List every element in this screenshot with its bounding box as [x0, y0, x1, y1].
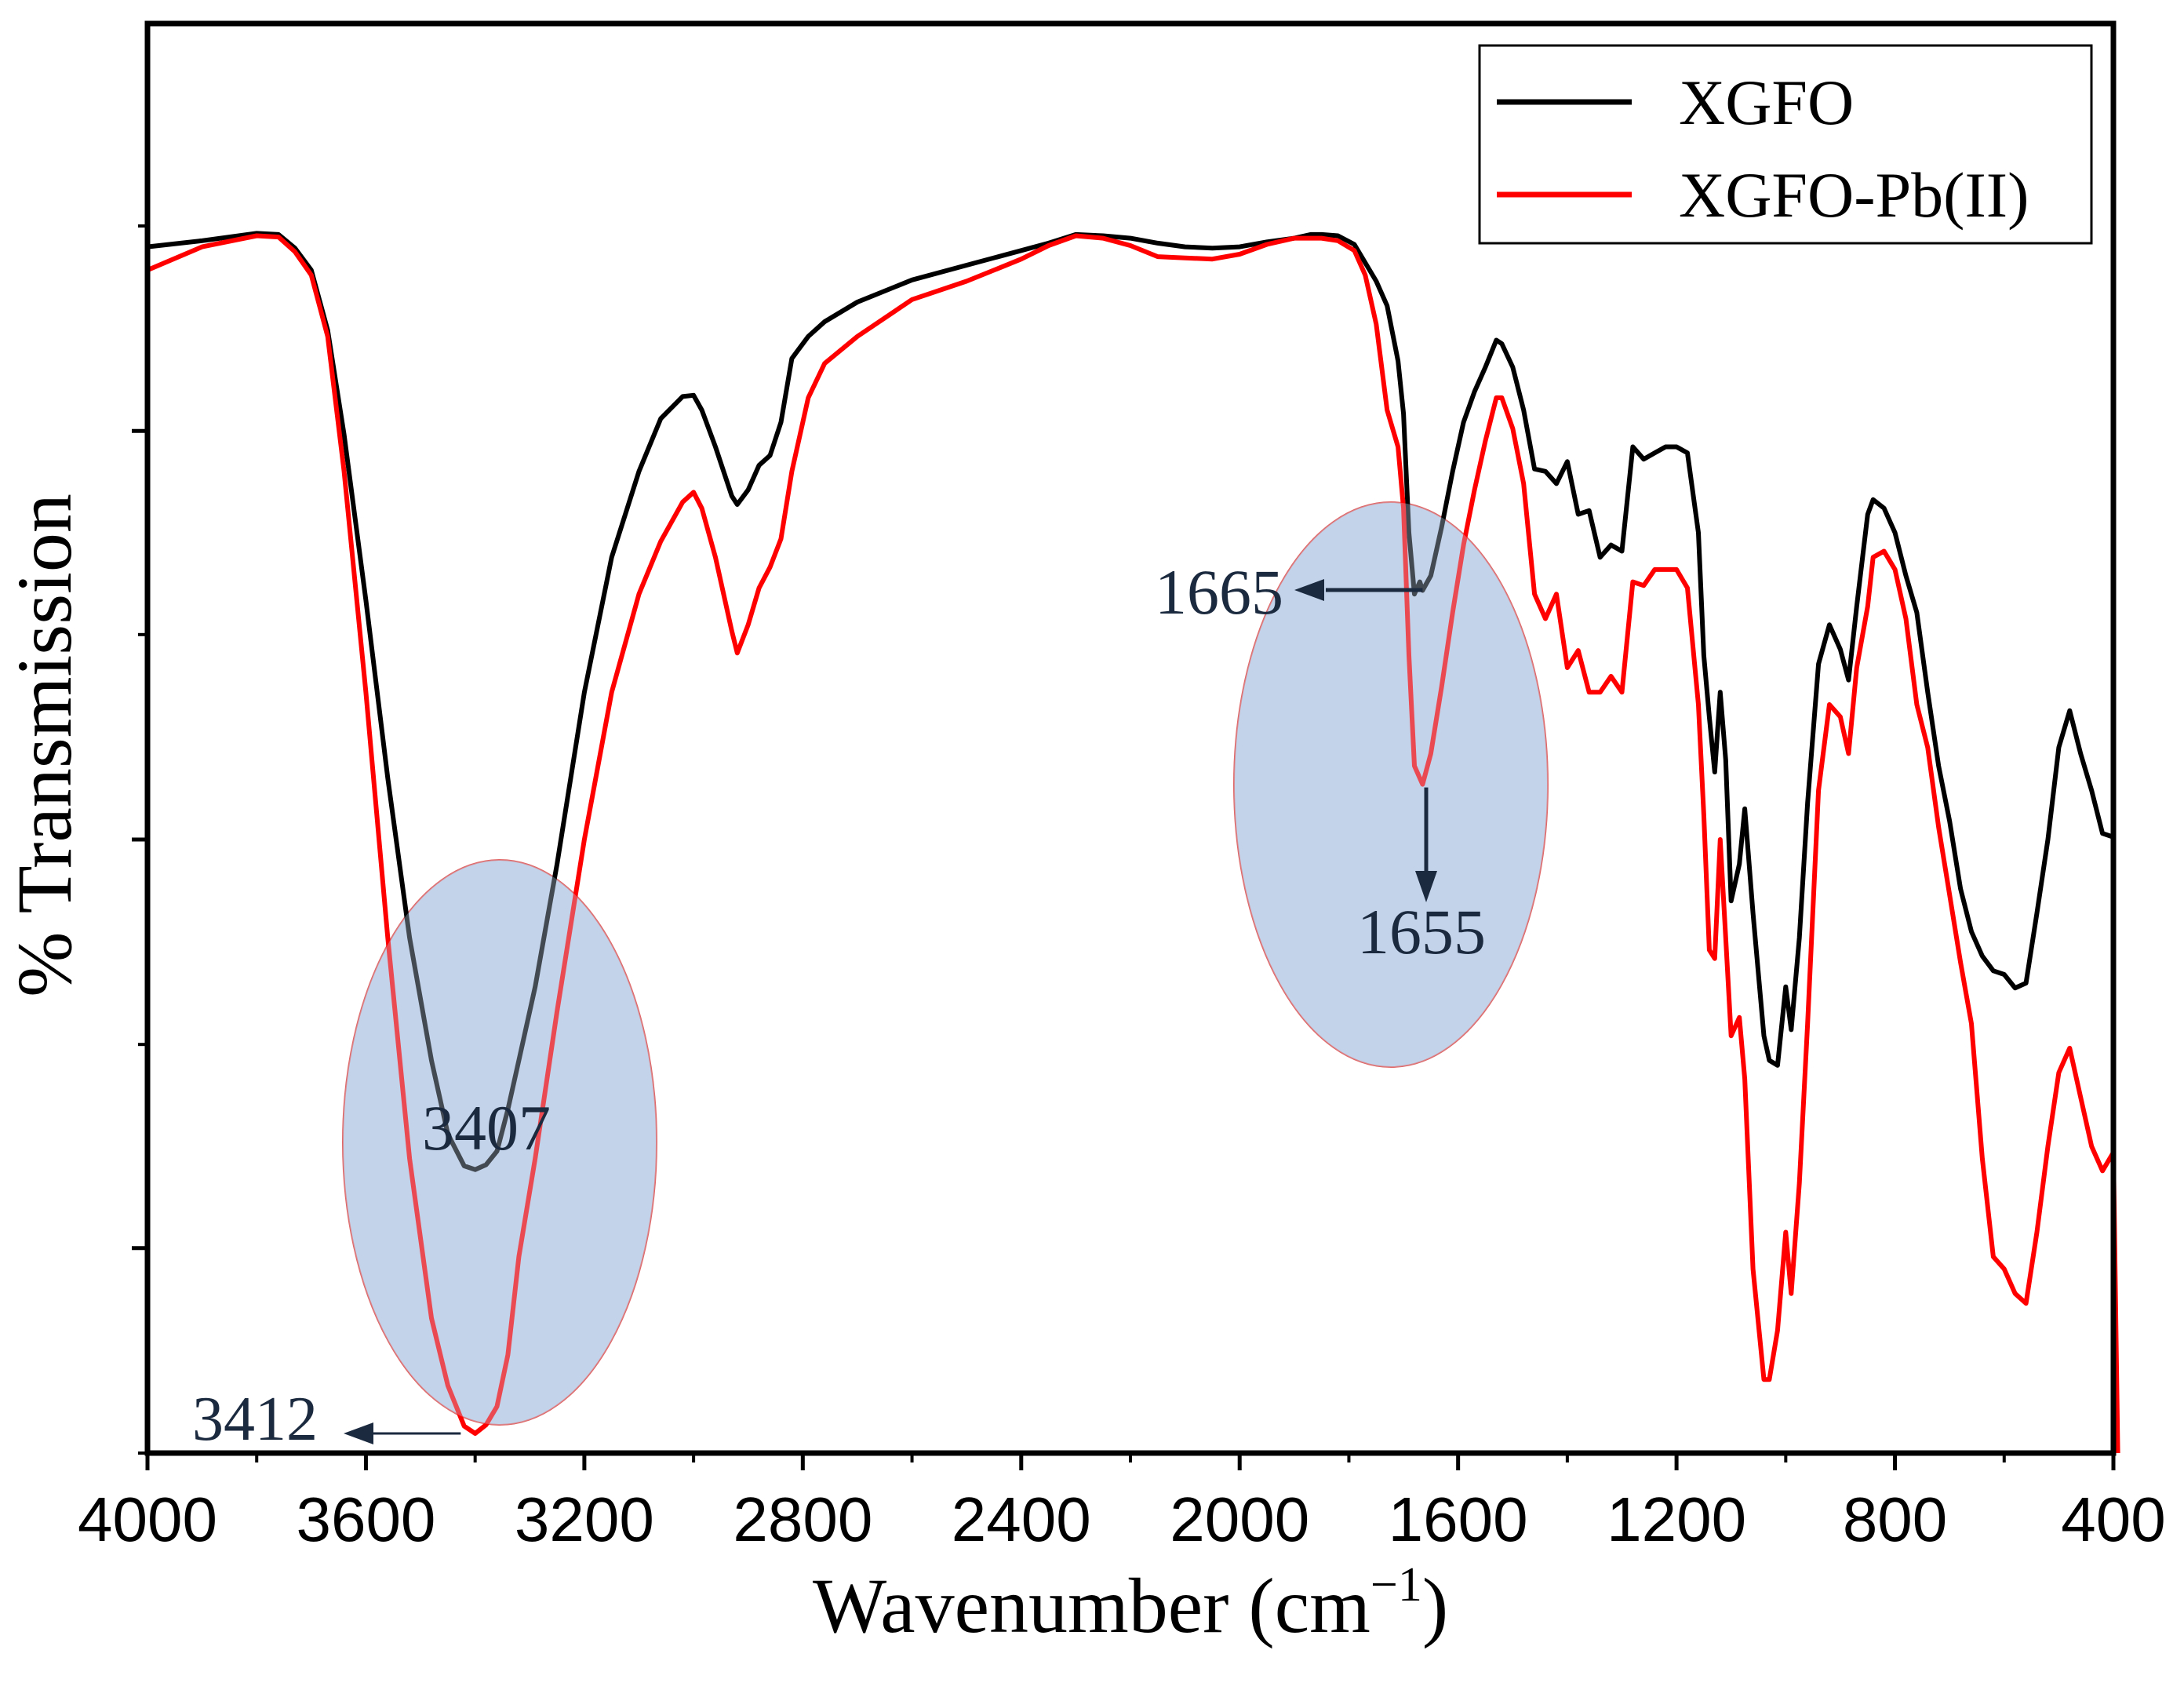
- legend-label-xgfo: XGFO: [1679, 67, 1854, 138]
- annotation-1655: 1655: [1357, 896, 1486, 967]
- x-tick-label: 3200: [515, 1484, 654, 1554]
- arrowhead: [1294, 579, 1324, 601]
- x-tick-label: 400: [2061, 1484, 2165, 1554]
- x-tick-label: 800: [1843, 1484, 1947, 1554]
- x-tick-label: 2000: [1170, 1484, 1309, 1554]
- x-axis-title: Wavenumber (cm−1): [813, 1558, 1448, 1649]
- highlight-ellipse-3407-tint: [343, 860, 657, 1425]
- arrowhead: [1415, 871, 1437, 902]
- legend-label-xgfo-pb-ii: XGFO-Pb(II): [1679, 159, 2029, 231]
- highlight-ellipse-1665: [1233, 501, 1549, 1068]
- y-axis-title: % Transmission: [1, 494, 88, 997]
- annotation-3407: 3407: [422, 1092, 551, 1164]
- highlight-overlay-layer: [343, 502, 1548, 1425]
- x-tick-label: 4000: [78, 1484, 217, 1554]
- arrowhead: [344, 1422, 373, 1444]
- x-tick-label: 1600: [1389, 1484, 1528, 1554]
- series-layer: [146, 231, 2120, 1454]
- legend: XGFO XGFO-Pb(II): [1478, 44, 2093, 245]
- legend-box: [1478, 44, 2093, 245]
- series-line-xgfo: [147, 231, 2114, 1172]
- highlight-ellipse-1665-tint: [1234, 502, 1548, 1067]
- x-tick-label: 2800: [733, 1484, 872, 1554]
- annotation-1665: 1665: [1155, 556, 1283, 628]
- x-tick-label: 3600: [296, 1484, 435, 1554]
- peak-annotations: 3407 3412 1665 1655: [192, 556, 1486, 1454]
- x-tick-label: 1200: [1607, 1484, 1746, 1554]
- x-tick-label: 2400: [952, 1484, 1091, 1554]
- annotation-3412: 3412: [192, 1385, 318, 1454]
- series-line-xgfo-pb-ii: [146, 233, 2120, 1454]
- axes: 4000 3600 3200 2800 2400 2000 1600 1200 800 400: [78, 20, 2166, 1554]
